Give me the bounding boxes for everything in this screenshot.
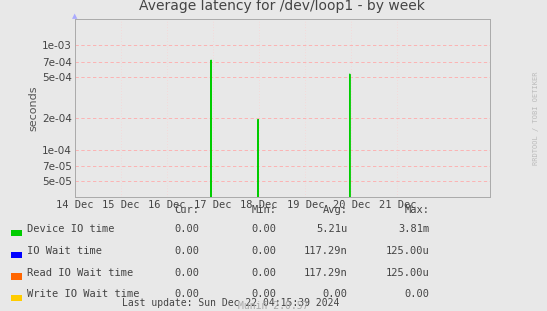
Text: 0.00: 0.00 [251,268,276,278]
Text: 0.00: 0.00 [174,268,200,278]
Text: 125.00u: 125.00u [386,268,429,278]
Text: 0.00: 0.00 [251,224,276,234]
Text: Write IO Wait time: Write IO Wait time [27,289,140,299]
Title: Average latency for /dev/loop1 - by week: Average latency for /dev/loop1 - by week [139,0,425,13]
Text: Avg:: Avg: [322,205,347,215]
Text: 0.00: 0.00 [174,224,200,234]
Text: 3.81m: 3.81m [398,224,429,234]
Text: 0.00: 0.00 [251,246,276,256]
Text: Munin 2.0.57: Munin 2.0.57 [238,301,309,311]
Text: 0.00: 0.00 [174,246,200,256]
Text: Min:: Min: [251,205,276,215]
Text: 117.29n: 117.29n [304,246,347,256]
Text: 0.00: 0.00 [174,289,200,299]
Text: IO Wait time: IO Wait time [27,246,102,256]
Text: RRDTOOL / TOBI OETIKER: RRDTOOL / TOBI OETIKER [533,72,539,165]
Text: Read IO Wait time: Read IO Wait time [27,268,133,278]
Text: 117.29n: 117.29n [304,268,347,278]
Text: Last update: Sun Dec 22 04:15:39 2024: Last update: Sun Dec 22 04:15:39 2024 [122,298,339,308]
Text: 0.00: 0.00 [404,289,429,299]
Text: 5.21u: 5.21u [316,224,347,234]
Text: 125.00u: 125.00u [386,246,429,256]
Text: 0.00: 0.00 [251,289,276,299]
Text: Device IO time: Device IO time [27,224,115,234]
Text: 0.00: 0.00 [322,289,347,299]
Y-axis label: seconds: seconds [28,85,38,131]
Text: ▲: ▲ [72,13,78,19]
Text: Max:: Max: [404,205,429,215]
Text: Cur:: Cur: [174,205,200,215]
